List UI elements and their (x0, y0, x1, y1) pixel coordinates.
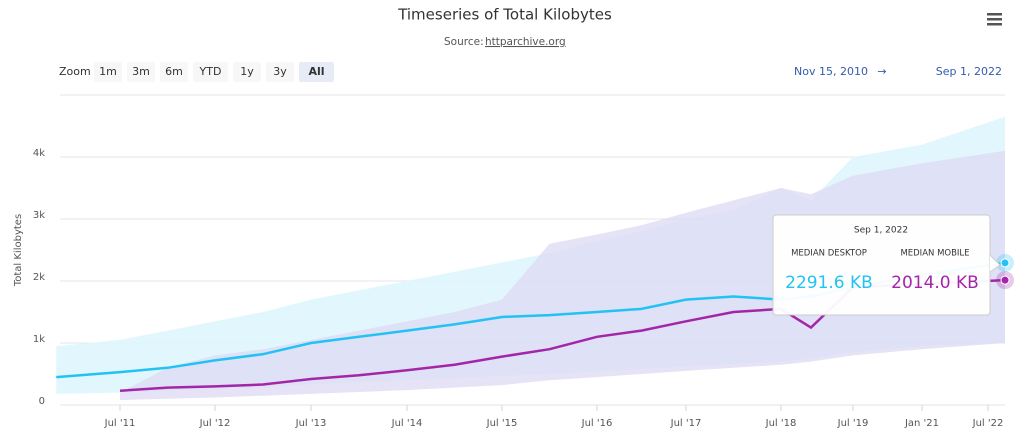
range-separator: → (877, 65, 886, 78)
tooltip-date: Sep 1, 2022 (854, 226, 908, 236)
tooltip-series-name: MEDIAN DESKTOP (791, 249, 867, 259)
x-tick-label: Jul '12 (199, 418, 231, 429)
hover-point (1000, 258, 1010, 268)
range-from[interactable]: Nov 15, 2010 (794, 65, 868, 78)
range-band (120, 150, 1005, 401)
zoom-button-label: All (308, 65, 324, 78)
tooltip-series-name: MEDIAN MOBILE (900, 249, 969, 259)
zoom-button-bg (160, 62, 188, 82)
zoom-button-label: 3m (132, 65, 150, 78)
zoom-button[interactable]: YTD (193, 62, 228, 82)
subtitle: Source: (444, 36, 484, 48)
y-tick-label: 1k (33, 334, 45, 345)
x-tick-label: Jul '18 (765, 418, 797, 429)
tooltip: Sep 1, 2022 MEDIAN DESKTOP 2291.6 KB MEDIAN… (772, 214, 1001, 316)
x-tick-label: Jul '13 (295, 418, 327, 429)
x-tick-label: Jul '14 (391, 418, 423, 429)
tooltip-value: 2014.0 KB (891, 273, 979, 293)
zoom-label: Zoom (59, 65, 91, 78)
zoom-button-bg (266, 62, 294, 82)
zoom-button-label: YTD (199, 65, 222, 78)
zoom-button[interactable]: 3m (127, 62, 155, 82)
series-line (119, 278, 1006, 392)
tooltip-value: 2291.6 KB (785, 273, 873, 293)
zoom-button-bg (193, 62, 228, 82)
menu-bar (987, 23, 1002, 26)
x-tick-label: Jan '21 (904, 418, 939, 429)
zoom-button-bg (127, 62, 155, 82)
source-link[interactable]: httparchive.org (485, 36, 566, 48)
zoom-button[interactable]: 1m (94, 62, 122, 82)
tooltip-pointer (989, 254, 1001, 273)
x-tick-label: Jul '19 (837, 418, 869, 429)
zoom-button-label: 1m (99, 65, 117, 78)
menu-bar (987, 18, 1002, 21)
zoom-button[interactable]: 3y (266, 62, 294, 82)
zoom-button-bg (299, 62, 334, 82)
menu-bar (987, 13, 1002, 16)
x-tick-label: Jul '22 (972, 418, 1004, 429)
zoom-button-label: 1y (240, 65, 254, 78)
x-tick-label: Jul '11 (104, 418, 136, 429)
y-tick-label: 2k (33, 272, 45, 283)
zoom-button-label: 6m (165, 65, 183, 78)
zoom-button-bg (233, 62, 261, 82)
zoom-button[interactable]: All (299, 62, 334, 82)
x-tick-label: Jul '16 (581, 418, 613, 429)
y-tick-label: 0 (39, 396, 45, 407)
x-tick-label: Jul '15 (486, 418, 518, 429)
zoom-button-bg (94, 62, 122, 82)
range-to[interactable]: Sep 1, 2022 (936, 65, 1002, 78)
y-axis-title: Total Kilobytes (13, 214, 24, 287)
chart-title: Timeseries of Total Kilobytes (397, 6, 612, 24)
menu-button[interactable] (987, 13, 1002, 26)
zoom-button[interactable]: 1y (233, 62, 261, 82)
hover-point (1000, 275, 1010, 285)
x-tick-label: Jul '17 (670, 418, 702, 429)
y-tick-label: 4k (33, 148, 45, 159)
y-tick-label: 3k (33, 210, 45, 221)
zoom-button[interactable]: 6m (160, 62, 188, 82)
zoom-button-label: 3y (273, 65, 287, 78)
